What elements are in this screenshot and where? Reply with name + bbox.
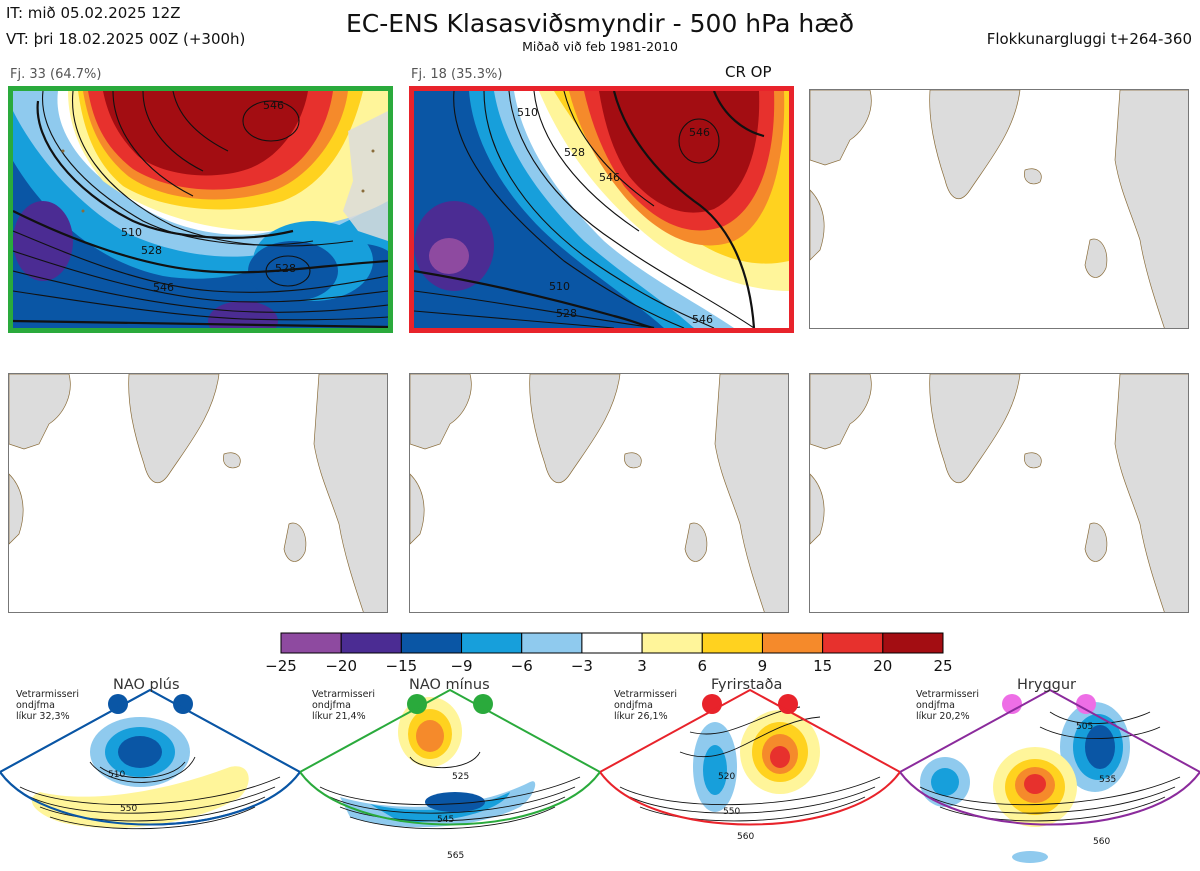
page-title: EC-ENS Klasasviðsmyndir - 500 hPa hæð [345,9,855,38]
colorbar-tick-label: −6 [510,657,533,675]
colorbar-tick-label: −25 [265,657,297,675]
cluster-map-1[interactable]: 546 510 528 546 528 [8,86,393,333]
colorbar-swatch [701,632,763,654]
contour-label: 528 [275,262,296,275]
cr-op-badge: CR OP [725,63,772,81]
regime-ridge-title: Hryggur [1017,677,1077,693]
regime-nao-plus-desc: Vetrarmisseri ondjfma líkur 32,3% [16,689,79,722]
contour-label: 560 [1093,837,1111,847]
valid-time: VT: þri 18.02.2025 00Z (+300h) [6,30,246,48]
contour-label: 546 [599,171,620,184]
contour-label: 546 [263,99,284,112]
contour-label: 510 [549,280,570,293]
contour-label: 528 [556,307,577,320]
regime-nao-plus-title: NAO plús [113,677,180,693]
colorbar-swatch [641,632,703,654]
contour-label: 546 [153,281,174,294]
contour-label: 535 [1099,775,1117,785]
colorbar-swatch [461,632,523,654]
regime-ridge-map [900,688,1200,863]
regime-blocking-title: Fyrirstaða [711,677,783,693]
colorbar-tick-label: 3 [637,657,647,675]
contour-label: 560 [737,832,755,842]
colorbar-swatch [400,632,463,654]
colorbar-swatch [761,632,824,654]
regime-nao-minus-map [300,688,600,830]
cluster-window: Flokkunargluggi t+264-360 [986,30,1192,48]
colorbar-swatch [581,632,643,654]
cluster-map-4[interactable] [8,373,388,613]
base-map-5 [410,374,788,612]
panel-1-label: Fj. 33 (64.7%) [10,67,102,82]
colorbar-swatch [280,632,342,654]
colorbar-tick-label: 15 [813,657,833,675]
cluster-map-6[interactable] [809,373,1189,613]
base-map-6 [810,374,1188,612]
colorbar-tick-label: 20 [873,657,893,675]
contour-label: 546 [692,313,713,326]
regime-blocking-desc: Vetrarmisseri ondjfma líkur 26,1% [614,689,677,722]
init-time: IT: mið 05.02.2025 12Z [6,4,181,22]
colorbar-tick-label: −20 [325,657,357,675]
colorbar-tick-label: −3 [570,657,593,675]
regime-nao-plus-map [0,688,300,830]
cluster-map-2[interactable]: 510 528 546 546 510 528 546 [409,86,794,333]
contour-label: 550 [120,804,138,814]
colorbar-swatch [822,632,884,654]
cluster-map-3[interactable] [809,89,1189,329]
contour-label: 546 [689,126,710,139]
contour-label: 510 [121,226,142,239]
regime-ridge-desc: Vetrarmisseri ondjfma líkur 20,2% [916,689,979,722]
colorbar-tick-label: 9 [757,657,768,675]
panel-2-label: Fj. 18 (35.3%) [411,67,503,82]
cluster-map-5[interactable] [409,373,789,613]
contour-label: 545 [437,815,455,825]
contour-label: 565 [447,851,465,861]
contour-label: 505 [1076,722,1094,732]
cluster-map-1-field [13,91,388,328]
regime-blocking-map [600,688,900,826]
contour-label: 510 [517,106,538,119]
colorbar-tick-label: 6 [697,657,708,675]
colorbar-swatch [521,632,583,654]
page-subtitle: Miðað við feb 1981-2010 [522,39,678,54]
base-map-3 [810,90,1188,328]
contour-label: 550 [723,807,741,817]
regime-nao-minus-desc: Vetrarmisseri ondjfma líkur 21,4% [312,689,375,722]
colorbar-swatch [340,632,402,654]
contour-label: 525 [452,772,470,782]
contour-label: 520 [718,772,736,782]
colorbar-tick-label: −9 [450,657,473,675]
colorbar-tick-label: 25 [933,657,953,675]
colorbar-swatch [882,632,944,654]
contour-label: 528 [564,146,585,159]
regime-nao-minus-title: NAO mínus [409,677,490,693]
colorbar-tick-label: −15 [385,657,418,675]
contour-label: 510 [108,770,126,780]
base-map-4 [9,374,387,612]
colorbar [280,632,944,654]
cluster-map-2-field [414,91,789,328]
contour-label: 528 [141,244,162,257]
